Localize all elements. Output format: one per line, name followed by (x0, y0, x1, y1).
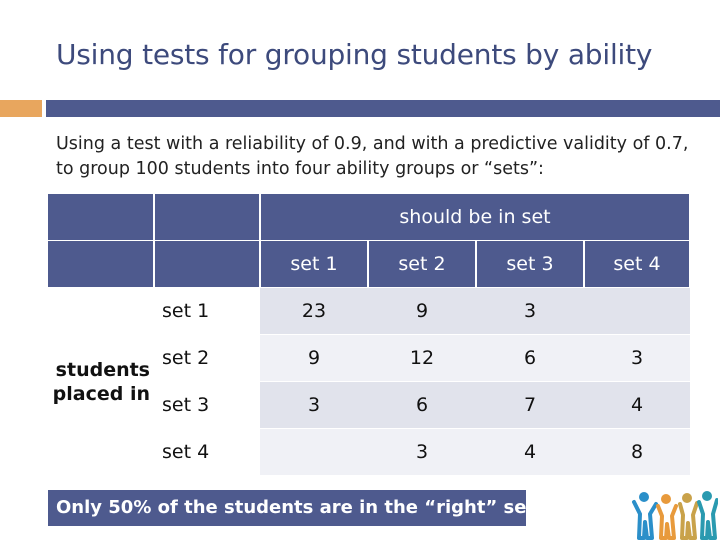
slide-title: Using tests for grouping students by abi… (56, 38, 653, 71)
cell-value: 8 (584, 428, 690, 476)
cell-value: 6 (476, 334, 584, 382)
cell-value: 9 (368, 287, 476, 335)
cell-value: 4 (476, 428, 584, 476)
column-group-label: should be in set (260, 194, 691, 241)
intro-text: Using a test with a reliability of 0.9, … (56, 134, 689, 179)
cell-value: 9 (260, 334, 368, 382)
header-empty-cell-2 (154, 194, 261, 241)
cell-value: 3 (368, 428, 476, 476)
cell-value (584, 287, 690, 335)
cell-value: 6 (368, 381, 476, 429)
orange-accent-bar (0, 100, 42, 117)
row-label-set-4: set 4 (154, 428, 260, 476)
row-group-label-line1: students (55, 358, 150, 381)
column-header-set-1: set 1 (260, 240, 369, 288)
row-group-label-line2: placed in (52, 382, 150, 405)
column-header-set-3: set 3 (476, 240, 585, 288)
header-empty-cell-1 (48, 194, 155, 241)
column-header-set-2: set 2 (368, 240, 477, 288)
cell-value: 23 (260, 287, 368, 335)
cell-value: 4 (584, 381, 690, 429)
table-row: set 1 23 9 3 (48, 287, 690, 335)
cell-value: 7 (476, 381, 584, 429)
row-label-set-3: set 3 (154, 381, 260, 429)
row-group-spacer (48, 287, 154, 335)
row-group-label: students placed in (48, 334, 154, 429)
header-row-top: should be in set (48, 194, 691, 241)
header-row-sets: set 1 set 2 set 3 set 4 (48, 240, 691, 288)
header-empty-cell-4 (154, 240, 261, 288)
row-label-set-2: set 2 (154, 334, 260, 382)
grouping-table: should be in set set 1 set 2 set 3 set 4… (48, 194, 691, 476)
cell-value: 12 (368, 334, 476, 382)
row-label-set-1: set 1 (154, 287, 260, 335)
cell-value: 3 (260, 381, 368, 429)
table-row: set 4 3 4 8 (48, 428, 690, 476)
table-row: students placed in set 2 9 12 6 3 (48, 334, 690, 429)
cell-value: 3 (476, 287, 584, 335)
people-group-icon (632, 491, 718, 540)
cell-value (260, 428, 368, 476)
row-group-spacer (48, 428, 154, 476)
callout-banner: Only 50% of the students are in the “rig… (48, 490, 535, 526)
table-row: set 3 3 6 7 4 (48, 381, 690, 429)
blue-title-rule (46, 100, 720, 117)
column-header-set-4: set 4 (584, 240, 691, 288)
header-empty-cell-3 (48, 240, 155, 288)
cell-value: 3 (584, 334, 690, 382)
